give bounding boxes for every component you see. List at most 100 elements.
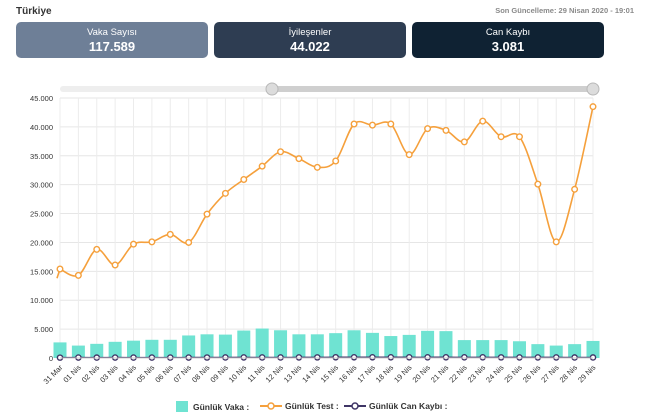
x-tick-label: 28 Nis	[558, 363, 580, 385]
x-tick-label: 17 Nis	[355, 363, 377, 385]
deaths-point[interactable]	[442, 353, 450, 361]
tests-point[interactable]	[589, 103, 597, 111]
zoom-range[interactable]	[272, 86, 593, 92]
tests-point[interactable]	[221, 189, 229, 197]
deaths-point[interactable]	[552, 354, 560, 361]
tests-point[interactable]	[74, 271, 82, 279]
tests-point[interactable]	[424, 125, 432, 133]
tests-point[interactable]	[313, 163, 321, 171]
x-tick-label: 19 Nis	[392, 363, 414, 385]
case-bar	[384, 336, 398, 358]
tests-point[interactable]	[93, 245, 101, 253]
case-bar	[90, 343, 104, 358]
tests-point[interactable]	[56, 265, 64, 273]
deaths-point[interactable]	[277, 354, 284, 361]
legend-tests-swatch	[260, 402, 282, 410]
deaths-point[interactable]	[534, 354, 542, 361]
tests-point[interactable]	[350, 120, 358, 128]
tests-point[interactable]	[387, 120, 395, 128]
x-tick-label: 18 Nis	[374, 363, 396, 385]
x-tick-label: 22 Nis	[447, 363, 469, 385]
legend-tests[interactable]: Günlük Test :	[260, 401, 339, 411]
legend-cases[interactable]: Günlük Vaka :	[176, 401, 249, 412]
tests-point[interactable]	[332, 157, 340, 165]
deaths-point[interactable]	[461, 354, 468, 361]
case-bar	[237, 330, 251, 358]
deaths-point[interactable]	[369, 353, 376, 361]
legend-deaths[interactable]: Günlük Can Kaybı :	[344, 401, 447, 411]
deaths-point[interactable]	[497, 354, 505, 361]
deaths-point[interactable]	[589, 354, 597, 361]
deaths-point[interactable]	[203, 354, 211, 361]
x-tick-label: 29 Nis	[576, 363, 598, 385]
y-tick-label: 40.000	[30, 123, 53, 132]
tests-point[interactable]	[258, 162, 266, 170]
x-tick-label: 27 Nis	[539, 363, 561, 385]
deaths-point[interactable]	[258, 354, 266, 361]
tests-point[interactable]	[166, 230, 174, 238]
tests-point[interactable]	[534, 180, 542, 188]
tests-point[interactable]	[571, 185, 579, 193]
tests-point[interactable]	[405, 151, 413, 159]
deaths-point[interactable]	[405, 354, 413, 361]
deaths-point[interactable]	[332, 353, 339, 361]
x-tick-label: 07 Nis	[172, 363, 194, 385]
deaths-point[interactable]	[222, 354, 229, 361]
tests-point[interactable]	[277, 148, 285, 156]
card-deaths-label: Can Kaybı	[485, 27, 531, 38]
tests-point[interactable]	[111, 261, 119, 269]
deaths-point[interactable]	[571, 354, 578, 361]
tests-point[interactable]	[185, 238, 193, 246]
y-tick-label: 15.000	[30, 267, 53, 276]
tests-point[interactable]	[515, 133, 523, 141]
tests-point[interactable]	[442, 126, 450, 134]
tests-point[interactable]	[479, 117, 487, 125]
tests-point[interactable]	[203, 210, 211, 218]
case-bar	[586, 340, 600, 358]
x-tick-label: 24 Nis	[484, 363, 506, 385]
x-tick-label: 05 Nis	[135, 363, 157, 385]
x-tick-label: 26 Nis	[521, 363, 543, 385]
x-tick-label: 25 Nis	[502, 363, 524, 385]
tests-point[interactable]	[148, 238, 156, 246]
case-bar	[255, 328, 269, 358]
deaths-point[interactable]	[240, 354, 248, 361]
deaths-point[interactable]	[516, 354, 523, 361]
legend-cases-label: Günlük Vaka :	[193, 401, 250, 412]
zoom-handle-right[interactable]	[586, 82, 600, 96]
deaths-point[interactable]	[350, 353, 358, 361]
tests-line	[59, 106, 594, 277]
x-tick-label: 04 Nis	[117, 363, 139, 385]
tests-point[interactable]	[497, 133, 505, 141]
card-recovered: İyileşenler 44.022	[214, 22, 406, 58]
card-case-count: Vaka Sayısı 117.589	[16, 22, 208, 58]
deaths-point[interactable]	[314, 354, 321, 361]
x-tick-label: 20 Nis	[411, 363, 433, 385]
deaths-point[interactable]	[295, 354, 303, 361]
y-tick-label: 30.000	[30, 181, 53, 190]
case-bar	[476, 340, 490, 358]
tests-point[interactable]	[295, 155, 303, 163]
x-tick-label: 21 Nis	[429, 363, 451, 385]
x-tick-label: 11 Nis	[246, 363, 267, 384]
x-tick-label: 14 Nis	[300, 363, 322, 385]
x-tick-label: 03 Nis	[98, 363, 120, 385]
y-tick-label: 5.000	[34, 325, 53, 334]
tests-point[interactable]	[240, 175, 248, 183]
x-tick-label: 09 Nis	[208, 363, 230, 385]
tests-point[interactable]	[130, 240, 138, 248]
tests-point[interactable]	[460, 138, 468, 146]
tests-point[interactable]	[552, 238, 560, 246]
case-bar	[182, 335, 196, 358]
x-tick-label: 12 Nis	[264, 363, 286, 385]
tests-point[interactable]	[368, 121, 376, 129]
x-tick-label: 10 Nis	[227, 363, 249, 385]
zoom-handle-left[interactable]	[265, 82, 279, 96]
deaths-point[interactable]	[424, 354, 431, 361]
deaths-point[interactable]	[387, 354, 395, 361]
case-bar	[218, 334, 232, 358]
case-bar	[329, 333, 343, 358]
case-bar	[494, 340, 508, 358]
x-tick-label: 06 Nis	[153, 363, 175, 385]
deaths-point[interactable]	[479, 354, 487, 361]
